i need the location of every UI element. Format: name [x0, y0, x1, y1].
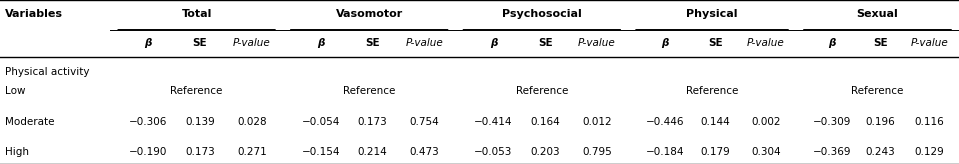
Text: β: β — [317, 39, 324, 48]
Text: −0.369: −0.369 — [812, 147, 851, 157]
Text: 0.164: 0.164 — [530, 117, 560, 127]
Text: 0.129: 0.129 — [915, 147, 945, 157]
Text: 0.144: 0.144 — [700, 117, 731, 127]
Text: SE: SE — [538, 39, 552, 48]
Text: −0.309: −0.309 — [812, 117, 851, 127]
Text: −0.184: −0.184 — [645, 147, 685, 157]
Text: P-value: P-value — [747, 39, 784, 48]
Text: 0.116: 0.116 — [915, 117, 945, 127]
Text: β: β — [829, 39, 835, 48]
Text: β: β — [145, 39, 152, 48]
Text: β: β — [490, 39, 497, 48]
Text: 0.012: 0.012 — [582, 117, 612, 127]
Text: Reference: Reference — [852, 86, 903, 96]
Text: Sexual: Sexual — [856, 9, 899, 19]
Text: 0.203: 0.203 — [530, 147, 560, 157]
Text: Physical activity: Physical activity — [5, 67, 89, 77]
Text: 0.304: 0.304 — [751, 147, 781, 157]
Text: −0.414: −0.414 — [475, 117, 513, 127]
Text: Moderate: Moderate — [5, 117, 55, 127]
Text: 0.243: 0.243 — [866, 147, 896, 157]
Text: SE: SE — [193, 39, 207, 48]
Text: High: High — [5, 147, 29, 157]
Text: 0.173: 0.173 — [185, 147, 215, 157]
Text: −0.053: −0.053 — [475, 147, 513, 157]
Text: −0.446: −0.446 — [645, 117, 685, 127]
Text: 0.754: 0.754 — [409, 117, 439, 127]
Text: 0.795: 0.795 — [582, 147, 612, 157]
Text: 0.173: 0.173 — [358, 117, 387, 127]
Text: SE: SE — [365, 39, 380, 48]
Text: 0.214: 0.214 — [358, 147, 387, 157]
Text: 0.139: 0.139 — [185, 117, 215, 127]
Text: P-value: P-value — [911, 39, 948, 48]
Text: Reference: Reference — [516, 86, 568, 96]
Text: Psychosocial: Psychosocial — [502, 9, 582, 19]
Text: −0.054: −0.054 — [302, 117, 340, 127]
Text: 0.028: 0.028 — [237, 117, 267, 127]
Text: 0.271: 0.271 — [237, 147, 267, 157]
Text: −0.306: −0.306 — [129, 117, 168, 127]
Text: P-value: P-value — [233, 39, 270, 48]
Text: P-value: P-value — [406, 39, 443, 48]
Text: 0.179: 0.179 — [700, 147, 731, 157]
Text: Variables: Variables — [5, 9, 62, 19]
Text: 0.196: 0.196 — [866, 117, 896, 127]
Text: −0.190: −0.190 — [129, 147, 168, 157]
Text: Physical: Physical — [687, 9, 737, 19]
Text: Low: Low — [5, 86, 25, 96]
Text: Reference: Reference — [171, 86, 222, 96]
Text: Reference: Reference — [343, 86, 395, 96]
Text: SE: SE — [708, 39, 723, 48]
Text: Total: Total — [181, 9, 212, 19]
Text: 0.473: 0.473 — [409, 147, 439, 157]
Text: −0.154: −0.154 — [302, 147, 340, 157]
Text: SE: SE — [874, 39, 888, 48]
Text: Vasomotor: Vasomotor — [336, 9, 403, 19]
Text: P-value: P-value — [578, 39, 616, 48]
Text: Reference: Reference — [686, 86, 738, 96]
Text: β: β — [662, 39, 668, 48]
Text: 0.002: 0.002 — [751, 117, 781, 127]
